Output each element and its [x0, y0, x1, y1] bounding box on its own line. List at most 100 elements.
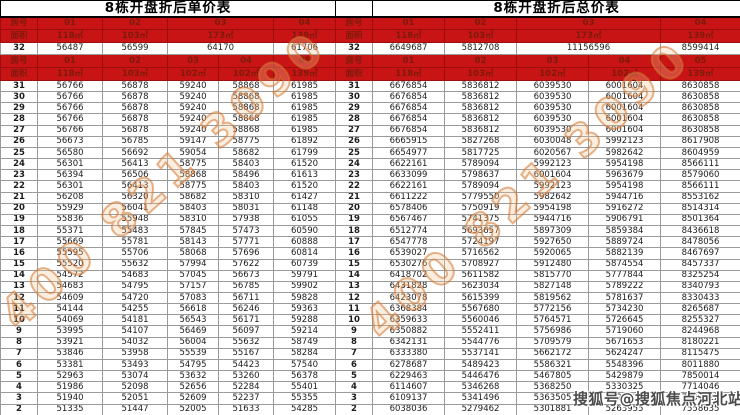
- right-price-cell: 6278687: [372, 358, 445, 372]
- right-floor-label: 12: [335, 291, 373, 305]
- right-price-cell: 6039530: [516, 91, 589, 104]
- left-price-cell: 54683: [102, 269, 168, 282]
- left-price-cell: 56320: [102, 191, 168, 204]
- left-price-cell: 58310: [218, 191, 274, 204]
- right-floor-label: 28: [335, 113, 373, 126]
- left-price-cell: 64170: [167, 42, 274, 55]
- right-price-cell: 6342131: [372, 336, 445, 349]
- right-price-cell: 5446476: [444, 370, 517, 383]
- left-price-cell: 57157: [167, 280, 219, 293]
- right-price-cell: 6109137: [372, 392, 445, 405]
- right-price-cell: 5726645: [588, 314, 661, 327]
- left-unit-area-header: 103㎡: [102, 29, 168, 43]
- right-price-cell: 6229463: [372, 370, 445, 383]
- left-price-cell: 61148: [273, 202, 336, 215]
- right-price-cell: 8436618: [659, 225, 740, 238]
- left-floor-label: 12: [0, 291, 38, 305]
- left-floor-label: 31: [0, 79, 38, 93]
- left-price-cell: 59240: [167, 102, 219, 115]
- left-price-cell: 58284: [273, 347, 336, 360]
- left-price-cell: 57845: [167, 225, 219, 238]
- left-price-cell: 56413: [102, 180, 168, 193]
- left-price-cell: 56711: [218, 291, 274, 305]
- right-price-cell: 6578406: [372, 202, 445, 215]
- right-price-cell: 5882139: [588, 247, 661, 260]
- left-floor-label: 21: [0, 191, 38, 204]
- left-price-cell: 59240: [167, 113, 219, 126]
- right-price-cell: 8604959: [659, 146, 740, 160]
- right-price-cell: 6654977: [372, 146, 445, 160]
- right-floor-label: 23: [335, 169, 373, 182]
- right-price-cell: 8630858: [659, 91, 740, 104]
- right-price-cell: 8579060: [659, 169, 740, 182]
- left-price-cell: 56599: [102, 42, 168, 55]
- floor32_header-units-row: 房号 01 02 03 04 房号 01 02 03 04: [0, 16, 740, 30]
- right-price-cell: 6020567: [516, 146, 589, 160]
- right-price-cell: 5567680: [444, 303, 517, 316]
- left-floor-label: 7: [0, 347, 38, 360]
- right-unit-number-header: 01: [372, 16, 445, 30]
- left-price-cell: 60590: [273, 225, 336, 238]
- right-price-cell: 5912480: [516, 258, 589, 271]
- right-price-cell: 6665915: [372, 135, 445, 148]
- table-row: 8 53921 54032 56004 55632 58749 8 6342131 554477…: [0, 336, 740, 349]
- left-unit-area-header: 173㎡: [167, 29, 274, 43]
- right-price-cell: 5954198: [516, 202, 589, 215]
- right-price-cell: 5789094: [444, 158, 517, 171]
- right-price-cell: 5671653: [588, 336, 661, 349]
- left-price-cell: 61892: [273, 135, 336, 148]
- left-unit-number-header: 01: [37, 16, 103, 30]
- right-price-cell: 5623034: [444, 280, 517, 293]
- right-price-cell: 5827268: [444, 135, 517, 148]
- left-floor-label: 24: [0, 158, 38, 171]
- right-price-cell: 5963679: [588, 169, 661, 182]
- right-price-cell: 6567467: [372, 213, 445, 227]
- right-floor-label: 31: [335, 79, 373, 93]
- right-price-cell: 5906791: [588, 213, 661, 227]
- right-price-cell: 8617908: [659, 135, 740, 148]
- right-price-cell: 6622161: [372, 158, 445, 171]
- left-price-cell: 61427: [273, 191, 336, 204]
- right-price-cell: 8011880: [659, 358, 740, 372]
- left-floor-label: 19: [0, 213, 38, 227]
- right-price-cell: 8566111: [659, 158, 740, 171]
- table-row: 25 56580 56692 59054 58682 61799 25 6654977 5817…: [0, 146, 740, 160]
- left-unit-number-header: 03: [167, 54, 219, 68]
- left-price-cell: 58868: [218, 124, 274, 137]
- left-price-cell: 56692: [102, 146, 168, 160]
- right-price-cell: 5789094: [444, 180, 517, 193]
- right-price-cell: 7707622: [659, 392, 740, 405]
- left-price-cell: 51633: [218, 403, 274, 415]
- right-price-cell: 5741375: [444, 213, 517, 227]
- right-unit-number-header: 02: [444, 54, 517, 68]
- left-price-cell: 58775: [167, 158, 219, 171]
- right-table-title: 8栋开盘折后总价表: [371, 0, 740, 18]
- right-price-cell: 5611582: [444, 269, 517, 282]
- left-price-cell: 54795: [167, 358, 219, 372]
- left-price-cell: 57938: [218, 213, 274, 227]
- right-unit-number-header: 01: [372, 54, 445, 68]
- table-row: 4 51986 52098 52656 52284 55401 4 6114607 534626…: [0, 381, 740, 394]
- left-unit-number-header: 02: [102, 16, 168, 30]
- right-price-cell: 5889724: [588, 236, 661, 249]
- right-room-corner-label: 房号: [335, 54, 373, 68]
- main_header-areas-row: 面积 118㎡ 103㎡ 102㎡ 102㎡ 139㎡ 面积 118㎡ 103㎡ 102㎡ 102㎡…: [0, 67, 740, 81]
- left-price-cell: 61520: [273, 180, 336, 193]
- left-price-cell: 57540: [273, 358, 336, 372]
- left-price-cell: 56301: [37, 158, 103, 171]
- left-floor-label: 9: [0, 325, 38, 338]
- right-price-cell: 5429879: [588, 370, 661, 383]
- right-price-cell: 5544776: [444, 336, 517, 349]
- left-price-cell: 56580: [37, 146, 103, 160]
- left-price-cell: 55520: [37, 258, 103, 271]
- left-price-cell: 58403: [218, 158, 274, 171]
- left-price-cell: 61985: [273, 113, 336, 126]
- left-price-cell: 61055: [273, 213, 336, 227]
- left-price-cell: 58868: [218, 102, 274, 115]
- right-price-cell: 5325531: [588, 392, 661, 405]
- title-row: 8栋开盘折后单价表 8栋开盘折后总价表: [0, 0, 740, 18]
- right-price-cell: 5709579: [516, 336, 589, 349]
- right-price-cell: 5301881: [516, 403, 589, 415]
- left-floor-label: 2: [0, 403, 38, 415]
